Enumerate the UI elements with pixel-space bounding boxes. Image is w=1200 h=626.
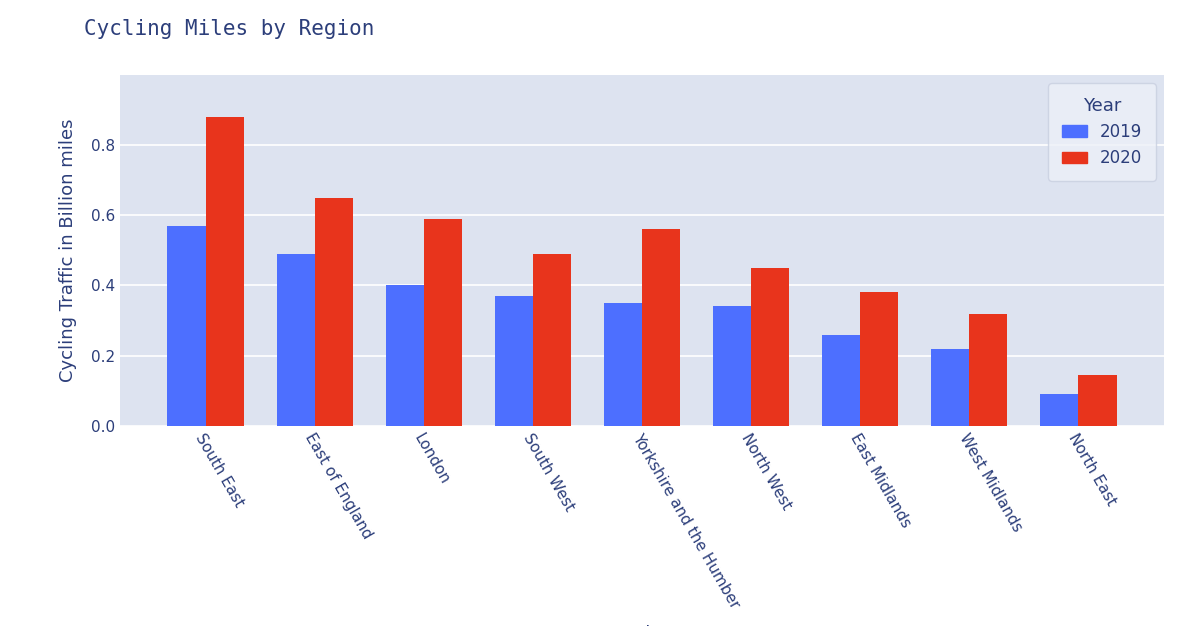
Bar [860,292,899,426]
Bar [494,296,533,426]
Bar [822,334,860,426]
Y-axis label: Cycling Traffic in Billion miles: Cycling Traffic in Billion miles [59,119,77,382]
Bar [168,226,205,426]
Bar [713,307,751,426]
Bar [970,314,1008,426]
Bar [533,254,571,426]
Bar [604,303,642,426]
Bar [424,219,462,426]
Bar [1040,394,1079,426]
Text: Cycling Miles by Region: Cycling Miles by Region [84,19,374,39]
Bar [385,285,424,426]
Bar [205,117,244,426]
Bar [1079,375,1116,426]
Bar [314,198,353,426]
Legend: 2019, 2020: 2019, 2020 [1049,83,1156,181]
X-axis label: Region: Region [611,625,673,626]
Bar [931,349,970,426]
Bar [642,229,680,426]
Bar [751,268,790,426]
Bar [276,254,314,426]
